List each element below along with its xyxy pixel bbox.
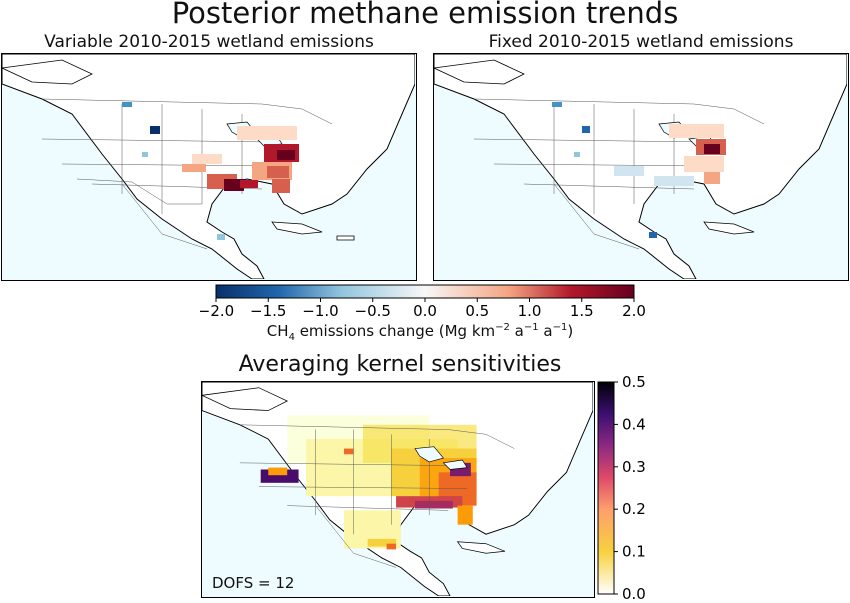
kernel-tick-label: 0.4 [622,415,646,433]
kernel-tick-label: 0.3 [622,458,646,476]
trend-tick-label: −2.0 [200,302,234,320]
trend-colorbar-gradient [215,284,635,299]
trend-tick-label: 0.0 [413,302,437,320]
kernel-map-panel [201,381,595,598]
trend-colorbar-ticks: −2.0 −1.5 −1.0 −0.5 0.0 0.5 1.0 1.5 2.0 [200,298,646,320]
trend-colorbar: −2.0 −1.5 −1.0 −0.5 0.0 0.5 1.0 1.5 2.0 [200,284,646,320]
sensitivity-cells [260,415,477,550]
kernel-tick-label: 0.0 [622,585,646,602]
emission-cells [552,102,726,238]
dofs-annotation: DOFS = 12 [212,574,295,592]
fixed-panel-title: Fixed 2010-2015 wetland emissions [488,32,794,52]
trend-tick-label: −1.0 [302,302,338,320]
trend-tick-label: 0.5 [465,302,489,320]
kernel-tick-label: 0.5 [622,376,646,391]
borders [473,98,765,250]
variable-panel-title: Variable 2010-2015 wetland emissions [44,32,374,52]
kernel-map [202,382,593,596]
trend-tick-label: 1.0 [518,302,542,320]
borders [239,424,515,568]
kernel-colorbar-ticks: 0.5 0.4 0.3 0.2 0.1 0.0 [614,376,646,602]
trend-tick-label: −1.5 [250,302,286,320]
kernel-colorbar: 0.5 0.4 0.3 0.2 0.1 0.0 [597,376,646,602]
main-title: Posterior methane emission trends [171,0,679,30]
variable-map-panel [1,53,417,281]
fixed-map [434,54,847,279]
variable-map [2,54,415,279]
kernel-tick-label: 0.1 [622,543,646,561]
kernel-colorbar-gradient [597,381,615,595]
trend-tick-label: −0.5 [355,302,391,320]
fixed-map-panel [433,53,849,281]
borders [41,98,333,250]
trend-tick-label: 1.5 [570,302,594,320]
lakes [414,446,468,470]
trend-tick-label: 2.0 [622,302,646,320]
emission-cells [122,102,299,240]
kernel-tick-label: 0.2 [622,500,646,518]
kernel-panel-title: Averaging kernel sensitivities [238,352,562,377]
trend-colorbar-label: CH4 emissions change (Mg km−2 a−1 a−1) [266,322,574,343]
land-mass [2,54,415,279]
